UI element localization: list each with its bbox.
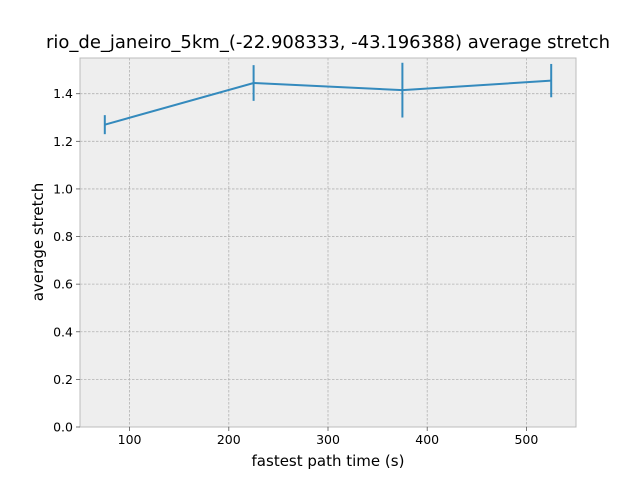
x-tick-label: 200 [217,432,241,447]
y-tick-label: 1.2 [53,134,73,149]
y-tick-label: 0.0 [53,420,73,435]
chart-title: rio_de_janeiro_5km_(-22.908333, -43.1963… [46,32,610,53]
y-tick-label: 0.6 [53,277,73,292]
x-tick-label: 100 [118,432,142,447]
y-tick-label: 0.8 [53,229,73,244]
x-tick-label: 300 [316,432,340,447]
y-tick-label: 1.4 [53,86,73,101]
grid [80,58,576,428]
series-line [104,79,552,126]
x-tick-label: 400 [415,432,439,447]
series-layer [103,62,553,135]
x-axis-label: fastest path time (s) [252,452,405,470]
y-tick-label: 1.0 [53,181,73,196]
x-tick-label: 500 [514,432,538,447]
axis-ticks: 100 200 300 400 500 0.0 0.2 0.4 0.6 0.8 1.0 1.2 1.4 [53,86,538,447]
y-tick-label: 0.4 [53,324,73,339]
y-axis-label: average stretch [29,183,47,302]
y-tick-label: 0.2 [53,372,73,387]
